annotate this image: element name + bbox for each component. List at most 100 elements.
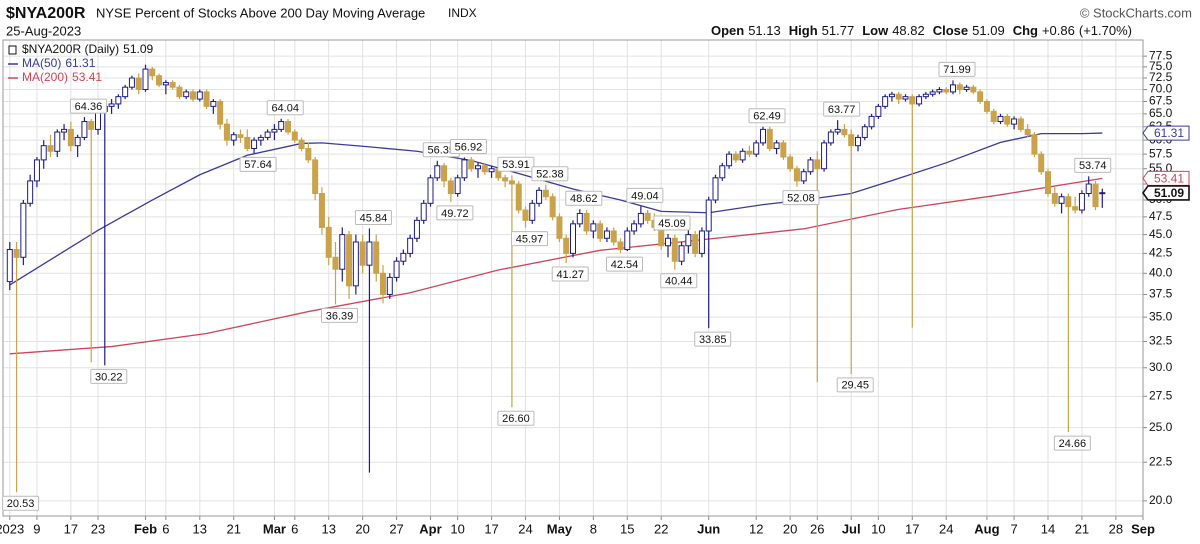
candle-body bbox=[936, 89, 943, 93]
y-tick-label: 67.5 bbox=[1149, 94, 1173, 108]
candle-body bbox=[447, 180, 454, 195]
candle-body bbox=[95, 110, 101, 130]
header-value: 51.09 bbox=[972, 23, 1005, 38]
annotation-box bbox=[354, 210, 392, 226]
candle-body bbox=[1078, 193, 1085, 211]
candle-body bbox=[1031, 134, 1038, 155]
chart-title: NYSE Percent of Stocks Above 200 Day Mov… bbox=[96, 5, 425, 20]
candle-body bbox=[861, 126, 868, 138]
candle-body bbox=[508, 180, 515, 185]
candle-body bbox=[739, 150, 746, 161]
annotation-box bbox=[449, 138, 487, 154]
annotation-box bbox=[436, 205, 474, 221]
y-tick-label: 27.5 bbox=[1149, 388, 1173, 402]
candle-body bbox=[223, 123, 230, 141]
annotation-box bbox=[69, 98, 107, 114]
y-tick-label: 22.5 bbox=[1149, 454, 1173, 468]
candle-body bbox=[522, 209, 529, 221]
candle-body bbox=[244, 136, 251, 149]
candle-body bbox=[760, 128, 766, 144]
candle-body bbox=[590, 223, 597, 232]
legend-value: 61.31 bbox=[65, 56, 95, 70]
x-tick-label: 12 bbox=[749, 521, 763, 536]
candle-body bbox=[902, 96, 909, 100]
y-tick-label: 40.0 bbox=[1149, 265, 1173, 279]
x-tick-label: 27 bbox=[389, 521, 403, 536]
candle-body bbox=[318, 193, 325, 228]
x-tick-label: 13 bbox=[193, 521, 207, 536]
annotation-box bbox=[531, 166, 569, 182]
legend-entry: MA(200) 53.41 bbox=[22, 70, 102, 84]
candle-body bbox=[766, 128, 773, 149]
candle-body bbox=[685, 234, 692, 247]
annotation-box bbox=[748, 108, 786, 124]
x-tick-label: 10 bbox=[450, 521, 464, 536]
candle-body bbox=[67, 128, 74, 147]
candle-body bbox=[176, 86, 183, 98]
candle-body bbox=[400, 252, 407, 262]
annotation-label: 30.22 bbox=[95, 371, 123, 383]
candle-body bbox=[536, 189, 543, 204]
candle-body bbox=[800, 171, 807, 182]
candle-body bbox=[631, 223, 638, 232]
annotation-box bbox=[836, 377, 874, 393]
candle-body bbox=[963, 86, 970, 91]
candle-body bbox=[617, 241, 624, 251]
legend-name: MA(50) bbox=[22, 56, 61, 70]
candle-body bbox=[793, 168, 800, 182]
x-tick-label: 24 bbox=[518, 521, 532, 536]
candle-body bbox=[671, 237, 678, 262]
header-label: Low bbox=[862, 23, 889, 38]
y-tick-label: 77.5 bbox=[1149, 48, 1173, 62]
header-label: Chg bbox=[1013, 23, 1038, 38]
x-tick-label: Jun bbox=[697, 521, 720, 536]
candle-body bbox=[753, 142, 760, 155]
candle-body bbox=[230, 134, 237, 141]
candle-body bbox=[427, 177, 434, 204]
annotation-label: 45.09 bbox=[658, 218, 686, 230]
candle-body bbox=[257, 136, 264, 141]
candle-body bbox=[20, 202, 27, 258]
y-tick-label: 25.0 bbox=[1149, 420, 1173, 434]
y-tick-label: 35.0 bbox=[1149, 309, 1173, 323]
annotation-box bbox=[782, 190, 820, 206]
candle-body bbox=[420, 202, 427, 221]
candle-body bbox=[271, 128, 278, 133]
annotation-box bbox=[660, 273, 698, 289]
candle-body bbox=[692, 234, 699, 254]
annotation-label: 20.53 bbox=[7, 498, 35, 510]
y-tick-label: 32.5 bbox=[1149, 334, 1173, 348]
header-value: 48.82 bbox=[892, 23, 925, 38]
annotation-label: 26.60 bbox=[502, 413, 530, 425]
x-tick-label: 10 bbox=[871, 521, 885, 536]
candle-body bbox=[610, 230, 617, 243]
candle-body bbox=[1065, 196, 1072, 208]
annotation-label: 62.49 bbox=[753, 111, 781, 123]
candle-body bbox=[298, 139, 305, 149]
x-tick-label: 2023 bbox=[0, 521, 24, 536]
annotation-label: 56.92 bbox=[455, 141, 483, 153]
candle-body bbox=[407, 237, 414, 254]
candle-body bbox=[773, 142, 780, 149]
annotation-label: 57.64 bbox=[244, 159, 272, 171]
annotation-label: 53.74 bbox=[1079, 160, 1107, 172]
annotation-box bbox=[551, 266, 589, 282]
x-tick-label: 17 bbox=[484, 521, 498, 536]
candle-body bbox=[210, 100, 217, 107]
date: 25-Aug-2023 bbox=[6, 23, 81, 38]
legend-entry: $NYA200R (Daily) 51.09 bbox=[22, 42, 154, 56]
ma-line bbox=[9, 132, 1103, 286]
candle-body bbox=[6, 249, 13, 283]
x-tick-label: 6 bbox=[291, 521, 298, 536]
candle-body bbox=[665, 237, 671, 247]
annotation-label: 49.72 bbox=[441, 208, 469, 220]
annotation-box bbox=[321, 307, 358, 323]
annotation-label: 63.77 bbox=[828, 104, 856, 116]
x-tick-label: Sep bbox=[1131, 521, 1155, 536]
candle-body bbox=[570, 223, 576, 254]
candle-body bbox=[373, 241, 380, 274]
annotation-box bbox=[497, 156, 535, 172]
candle-body bbox=[929, 91, 936, 95]
annotation-label: 45.84 bbox=[360, 212, 388, 224]
candle-body bbox=[291, 131, 298, 141]
